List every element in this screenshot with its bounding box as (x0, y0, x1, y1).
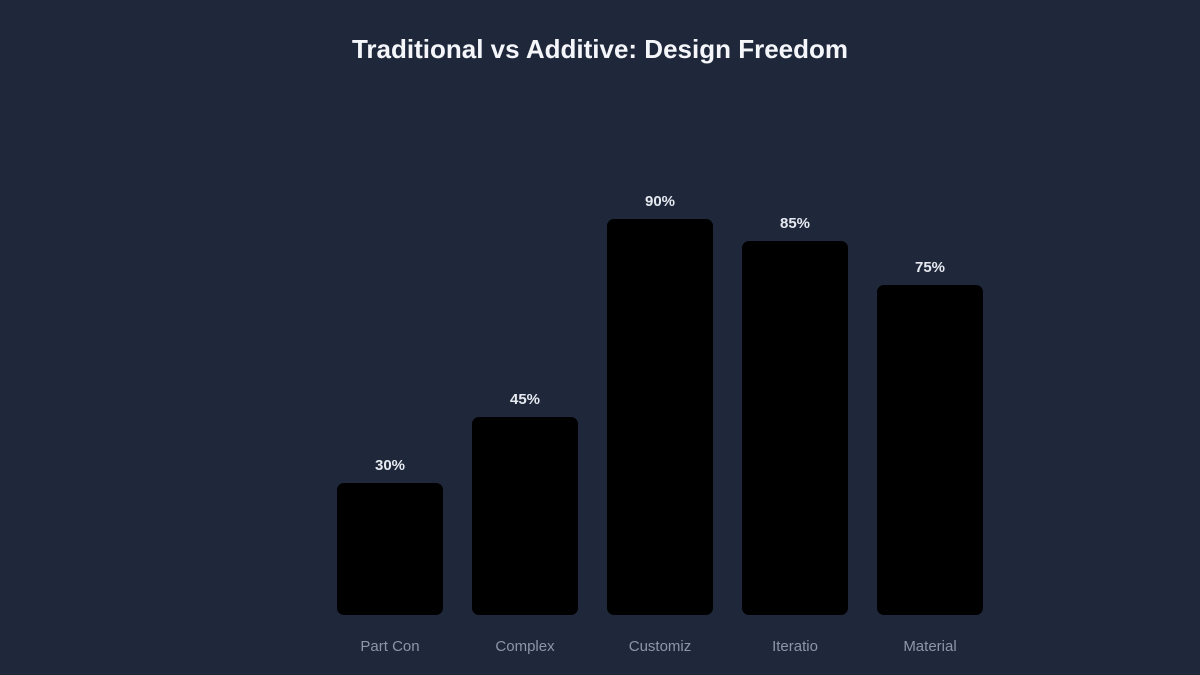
value-label: 45% (509, 391, 541, 408)
value-label: 90% (644, 193, 676, 210)
bar (742, 241, 848, 615)
bar (607, 219, 713, 615)
bar (877, 285, 983, 615)
bar (337, 483, 443, 615)
chart-title: Traditional vs Additive: Design Freedom (351, 34, 849, 64)
bar (472, 417, 578, 615)
x-tick-label: Iteratio (772, 638, 818, 655)
value-label: 30% (374, 457, 406, 474)
value-label: 75% (914, 259, 946, 276)
x-tick-label: Customiz (628, 638, 692, 655)
x-tick-label: Part Con (360, 638, 420, 655)
value-label: 85% (779, 215, 811, 232)
x-tick-label: Material (903, 638, 957, 655)
x-tick-label: Complex (495, 638, 555, 655)
